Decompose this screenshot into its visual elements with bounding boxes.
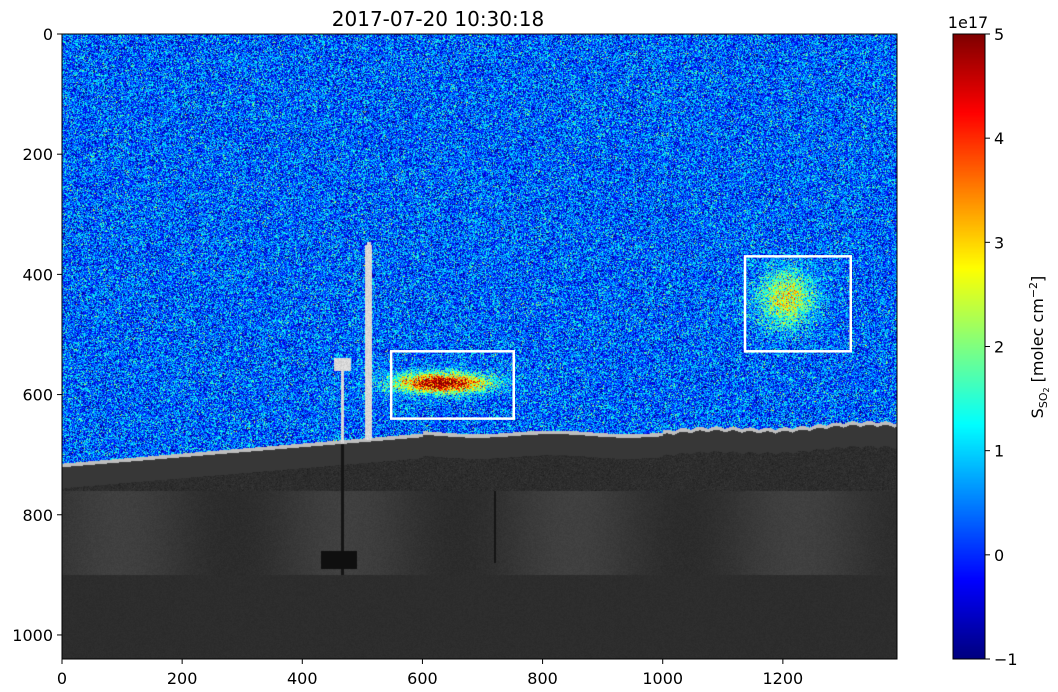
so2-image (62, 34, 897, 659)
x-tick-label: 800 (527, 669, 558, 688)
y-tick-label: 1000 (12, 626, 53, 645)
colorbar-tick-label: −1 (994, 650, 1018, 669)
roi-rectangle (743, 255, 852, 353)
x-tick-label: 400 (287, 669, 318, 688)
colorbar-tick-label: 4 (994, 129, 1004, 148)
y-tick-label: 0 (43, 25, 53, 44)
y-tick-label: 800 (22, 506, 53, 525)
x-tick-label: 1200 (763, 669, 804, 688)
x-tick-label: 200 (167, 669, 198, 688)
x-tick-label: 600 (407, 669, 438, 688)
axes-frame (61, 33, 898, 660)
x-tick-label: 0 (57, 669, 67, 688)
chart-title: 2017-07-20 10:30:18 (332, 7, 544, 31)
colorbar-frame (952, 33, 986, 660)
roi-boxes (389, 255, 852, 420)
y-tick-label: 600 (22, 386, 53, 405)
y-ticks: 0 200 400 600 800 1000 (12, 25, 62, 645)
colorbar-tick-label: 5 (994, 25, 1004, 44)
x-ticks: 0 200 400 600 800 1000 1200 (57, 659, 803, 688)
colorbar (953, 34, 985, 659)
y-tick-label: 400 (22, 265, 53, 284)
colorbar-tick-label: 3 (994, 233, 1004, 252)
roi-rectangle (389, 350, 515, 420)
y-tick-label: 200 (22, 145, 53, 164)
colorbar-label: SSO2 [molec cm−2] (1027, 276, 1051, 419)
colorbar-offset: 1e17 (948, 13, 988, 32)
colorbar-tick-label: 0 (994, 546, 1004, 565)
colorbar-ticks: −1 0 1 2 3 4 5 (985, 25, 1018, 669)
colorbar-tick-label: 1 (994, 442, 1004, 461)
x-tick-label: 1000 (642, 669, 683, 688)
colorbar-tick-label: 2 (994, 338, 1004, 357)
